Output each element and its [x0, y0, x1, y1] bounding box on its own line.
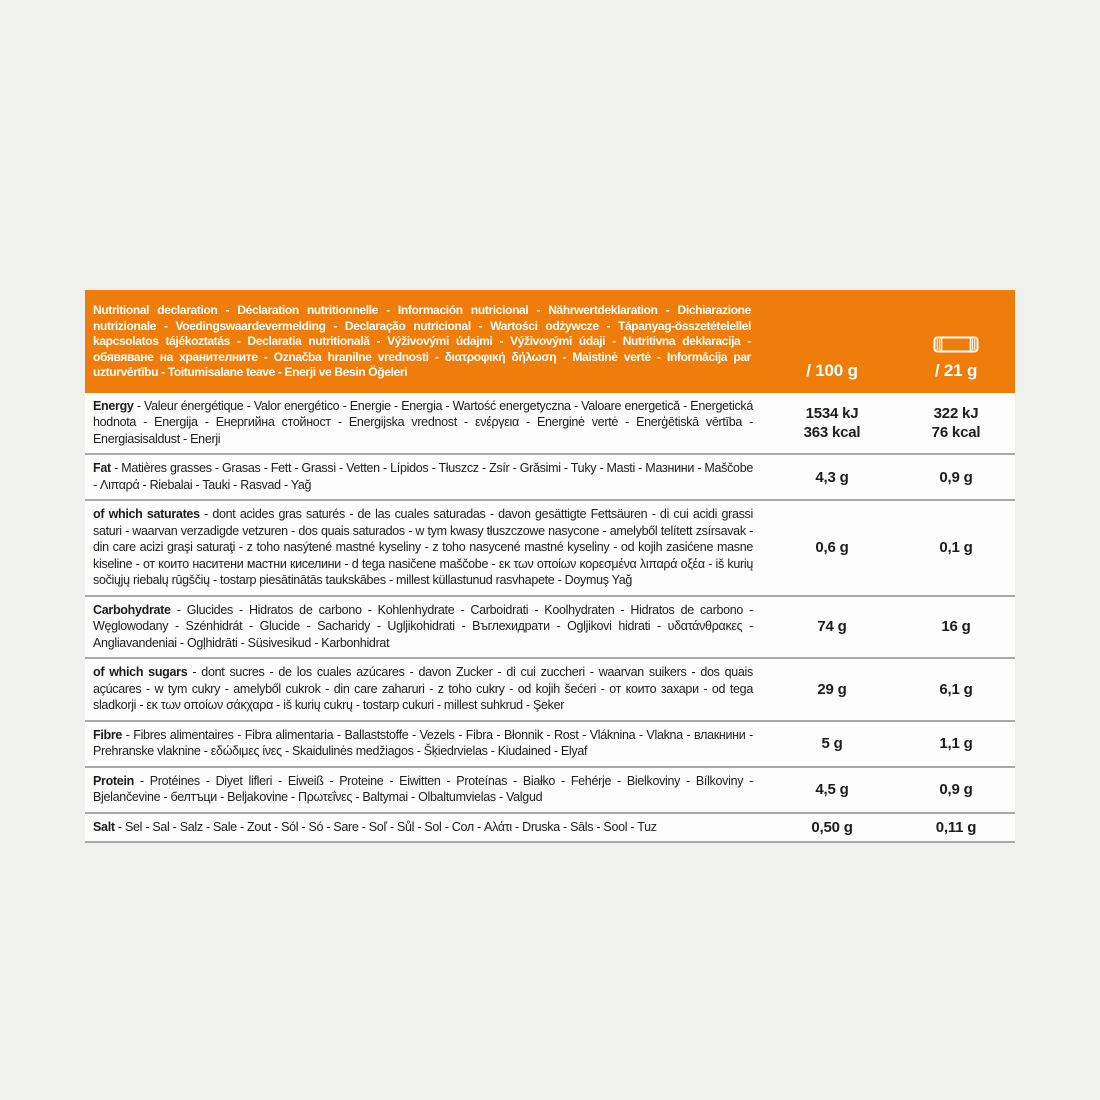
nutrient-term: Fat	[93, 461, 111, 475]
nutrient-term: Salt	[93, 819, 115, 834]
row-label: Fat - Matières grasses - Grasas - Fett -…	[85, 455, 767, 499]
table-row-saturates: of which saturates - dont acides gras sa…	[85, 501, 1015, 597]
nutrient-term: of which sugars	[93, 665, 188, 679]
value-per-100g: 4,5 g	[815, 781, 849, 798]
value-per-21g: 0,11 g	[935, 818, 977, 836]
nutrient-translations: - dont sucres - de los cuales azúcares -…	[93, 665, 753, 712]
row-label: Protein - Protéines - Diyet lifleri - Ei…	[85, 768, 767, 812]
value-per-100g: 0,50 g	[811, 818, 853, 836]
nutrition-declaration-table: Nutritional declaration - Déclaration nu…	[85, 290, 1015, 843]
nutrient-translations: - Sel - Sal - Salz - Sale - Zout - Sól -…	[114, 819, 657, 834]
column-header-per-21g: / 21 g	[897, 334, 1015, 381]
row-label: Carbohydrate - Glucides - Hidratos de ca…	[85, 597, 767, 658]
value-per-100g: 29 g	[817, 680, 847, 698]
per-21g-label: / 21 g	[934, 360, 978, 380]
nutrient-term: Protein	[93, 773, 134, 788]
nutrient-translations: - Matières grasses - Grasas - Fett - Gra…	[93, 461, 753, 492]
row-label: Energy - Valeur énergétique - Valor ener…	[85, 393, 767, 454]
table-row-sugars: of which sugars - dont sucres - de los c…	[85, 659, 1015, 722]
nutrient-translations: - Protéines - Diyet lifleri - Eiweiß - P…	[93, 773, 753, 805]
table-row-fibre: Fibre - Fibres alimentaires - Fibra alim…	[85, 721, 1015, 768]
nutrient-translations: - Fibres alimentaires - Fibra alimentari…	[93, 727, 753, 759]
table-header: Nutritional declaration - Déclaration nu…	[85, 290, 1015, 393]
table-row-carbohydrate: Carbohydrate - Glucides - Hidratos de ca…	[85, 596, 1015, 659]
nutrient-translations: - Valeur énergétique - Valor energético …	[93, 398, 753, 446]
row-label: Fibre - Fibres alimentaires - Fibra alim…	[85, 722, 767, 766]
header-title-multilingual: Nutritional declaration - Déclaration nu…	[93, 303, 751, 379]
per-100g-label: / 100 g	[806, 360, 858, 380]
table-row-fat: Fat - Matières grasses - Grasas - Fett -…	[85, 455, 1015, 501]
value-per-100g: 1534 kJ 363 kcal	[803, 404, 861, 441]
value-per-21g: 0,1 g	[939, 539, 973, 557]
value-per-21g: 6,1 g	[939, 680, 973, 698]
value-per-21g: 16 g	[941, 618, 971, 636]
value-per-21g: 0,9 g	[939, 468, 973, 486]
nutrient-translations: - Glucides - Hidratos de carbono - Kohle…	[93, 602, 753, 650]
table-row-salt: Salt - Sel - Sal - Salz - Sale - Zout - …	[85, 813, 1015, 843]
nutrient-term: of which saturates	[93, 507, 200, 521]
value-per-21g: 1,1 g	[939, 735, 973, 752]
column-header-per-100g: / 100 g	[767, 361, 897, 381]
table-row-protein: Protein - Protéines - Diyet lifleri - Ei…	[85, 767, 1015, 814]
table-row-energy: Energy - Valeur énergétique - Valor ener…	[85, 392, 1015, 455]
nutrient-term: Carbohydrate	[93, 602, 171, 617]
row-label: of which saturates - dont acides gras sa…	[85, 501, 767, 595]
value-per-100g: 4,3 g	[815, 468, 849, 486]
value-per-100g: 74 g	[817, 618, 847, 636]
row-label: of which sugars - dont sucres - de los c…	[85, 659, 767, 720]
nutrient-term: Fibre	[93, 727, 123, 742]
value-per-21g: 0,9 g	[939, 781, 973, 798]
nutrient-term: Energy	[93, 398, 134, 413]
snack-bar-icon	[933, 336, 979, 352]
value-per-100g: 5 g	[821, 735, 843, 752]
value-per-100g: 0,6 g	[815, 539, 849, 557]
nutrient-translations: - dont acides gras saturés - de las cual…	[93, 507, 753, 587]
value-per-21g: 322 kJ 76 kcal	[931, 404, 981, 441]
row-label: Salt - Sel - Sal - Salz - Sale - Zout - …	[85, 814, 767, 842]
